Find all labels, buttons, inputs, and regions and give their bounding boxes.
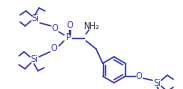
Text: O: O <box>52 24 58 33</box>
Text: Si: Si <box>31 14 39 23</box>
Text: O: O <box>136 72 143 81</box>
Text: O: O <box>51 44 57 53</box>
Text: Si: Si <box>154 79 161 88</box>
Text: P: P <box>66 33 71 42</box>
Text: Si: Si <box>30 55 38 64</box>
Text: O: O <box>67 21 73 30</box>
Text: NH₂: NH₂ <box>83 22 99 31</box>
